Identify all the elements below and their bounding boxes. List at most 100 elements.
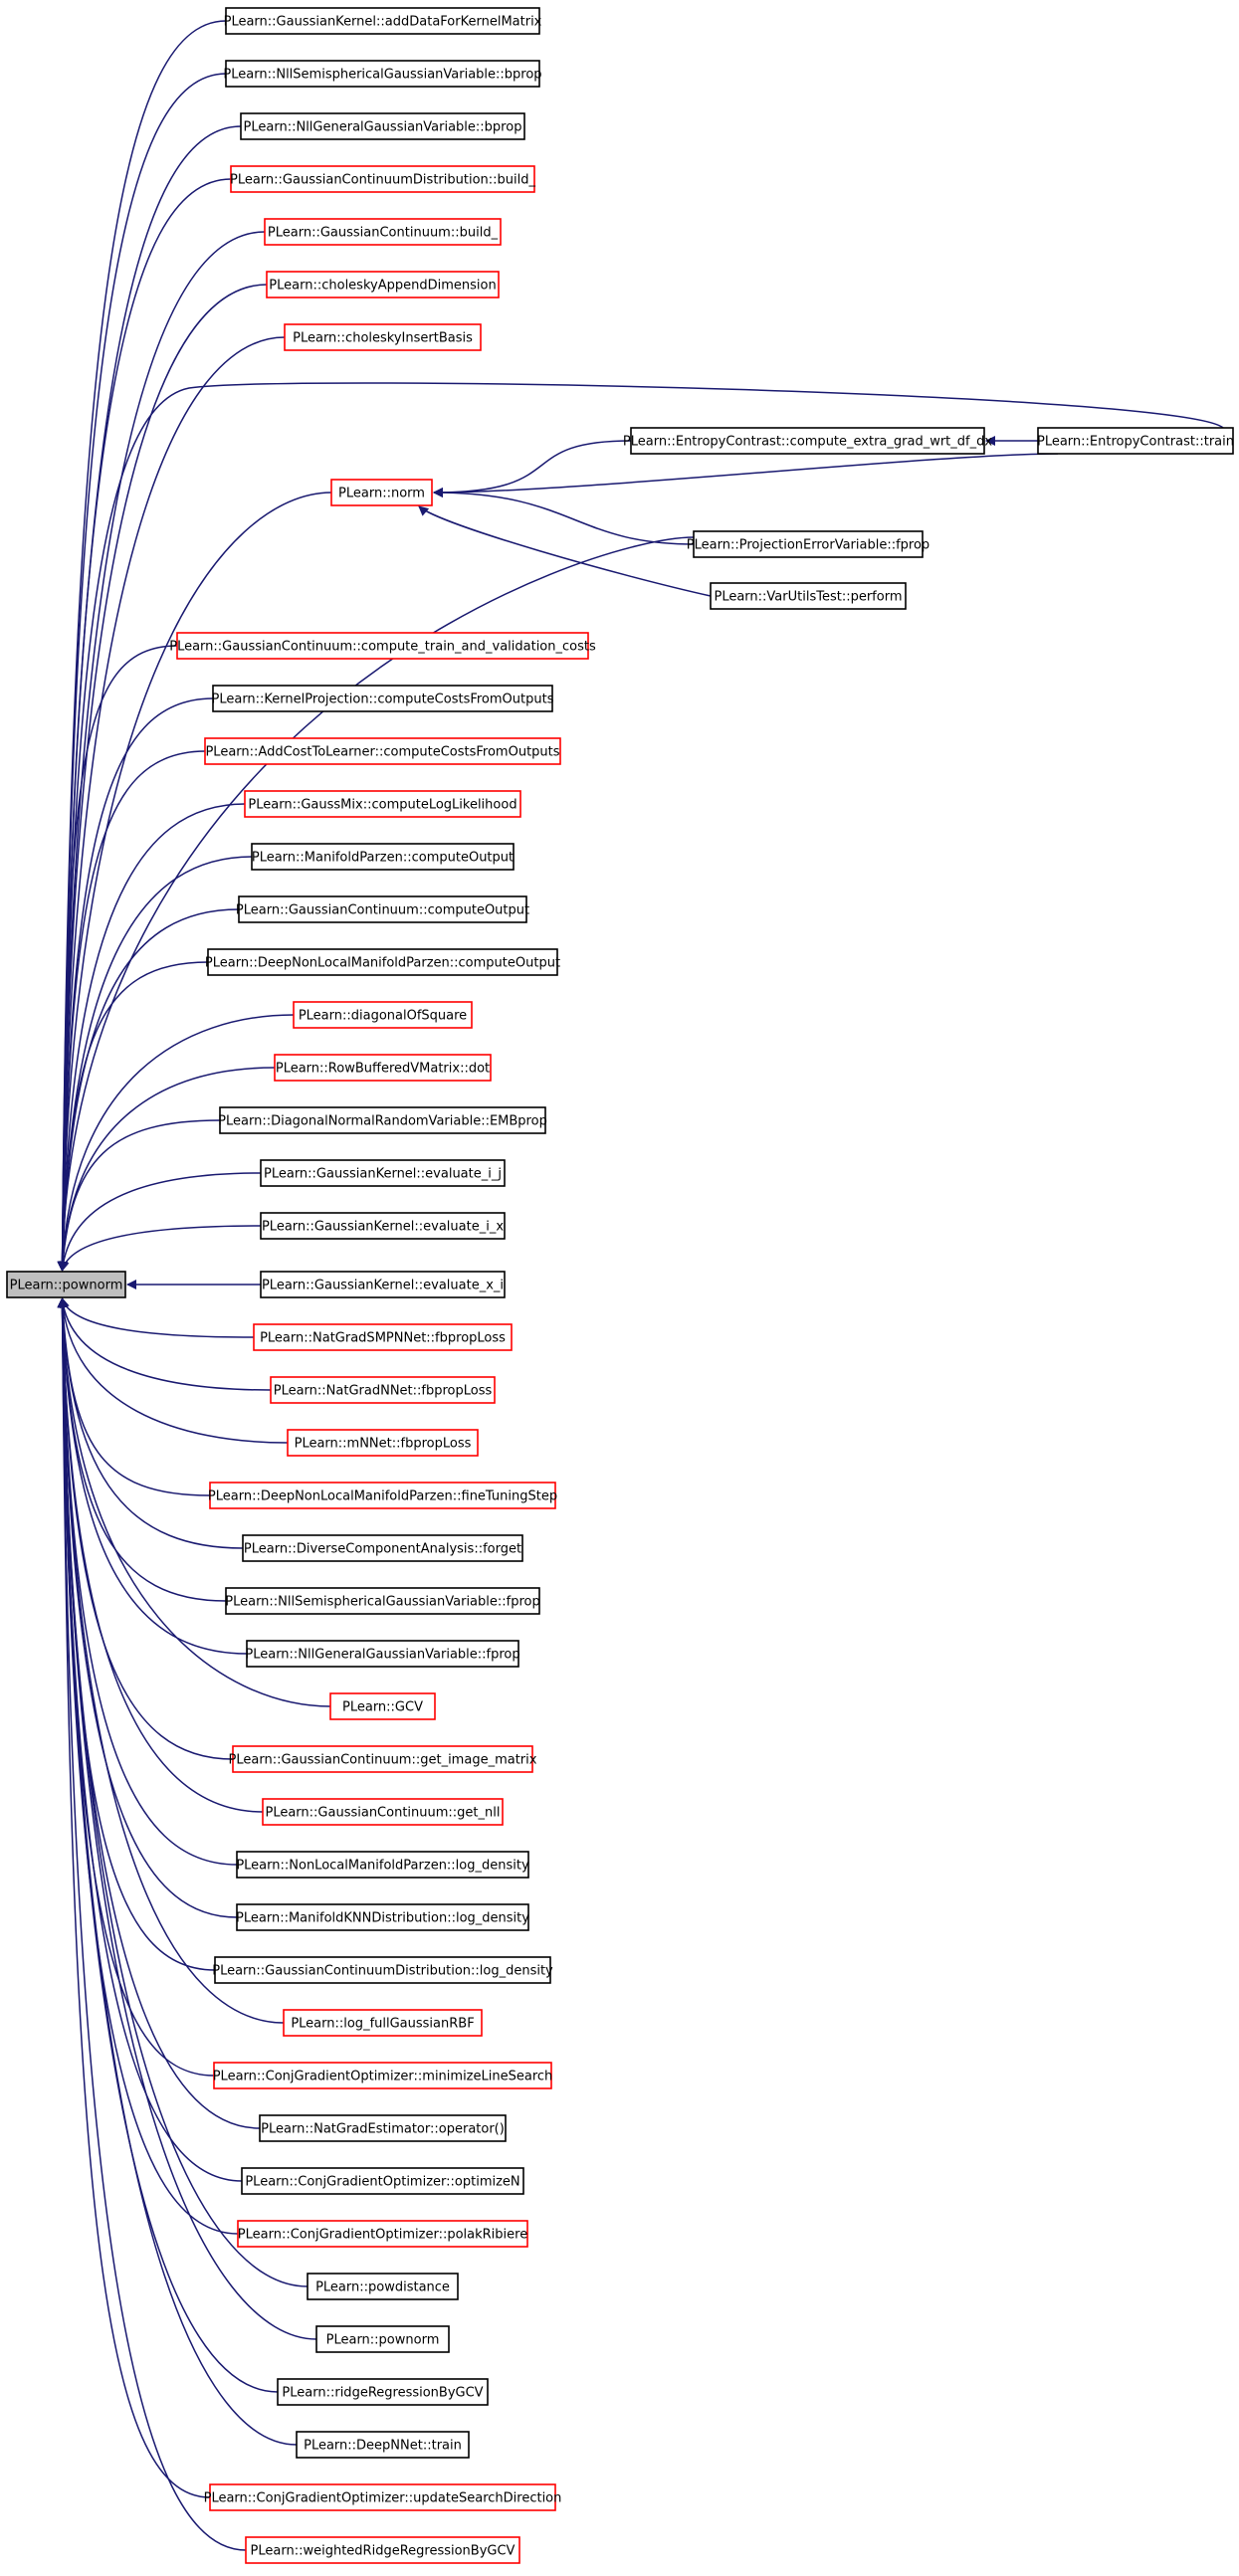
node-plearn-gaussiancontinuumdistribution-log-density[interactable]: PLearn::GaussianContinuumDistribution::l… [212,1956,553,1984]
node-box [251,843,515,871]
node-box [232,1745,533,1773]
node-box [284,323,482,351]
edge-n27-to-root [57,1297,248,1655]
node-plearn-gaussiancontinuum-get-image-matrix[interactable]: PLearn::GaussianContinuum::get_image_mat… [229,1745,537,1773]
node-label: PLearn::DeepNonLocalManifoldParzen::fine… [208,1489,557,1504]
node-plearn-diversecomponentanalysis-forget[interactable]: PLearn::DiverseComponentAnalysis::forget [242,1534,523,1562]
node-plearn-entropycontrast-train[interactable]: PLearn::EntropyContrast::train [1037,427,1234,455]
edge-layer [57,20,1224,2551]
node-plearn-entropycontrast-compute-extra-grad-wrt-df-dx[interactable]: PLearn::EntropyContrast::compute_extra_g… [623,427,992,455]
node-plearn-kernelprojection-computecostsfromoutputs[interactable]: PLearn::KernelProjection::computeCostsFr… [212,685,554,712]
node-box [213,2062,552,2089]
node-box [270,1376,496,1404]
node-plearn-nonlocalmanifoldparzen-log-density[interactable]: PLearn::NonLocalManifoldParzen::log_dens… [236,1851,529,1879]
node-plearn-log-fullgaussianrbf[interactable]: PLearn::log_fullGaussianRBF [283,2009,483,2037]
node-box [260,1212,506,1240]
node-label: PLearn::GaussianContinuum::computeOutput [236,903,529,918]
edge-n5-to-root [57,231,266,1272]
node-label: PLearn::DiverseComponentAnalysis::forget [244,1542,521,1557]
node-plearn-norm[interactable]: PLearn::norm [330,479,433,506]
node-plearn-projectionerrorvariable-fprop[interactable]: PLearn::ProjectionErrorVariable::fprop [687,530,929,558]
node-box [283,2009,483,2037]
edge-n22-to-root [58,1297,272,1391]
node-label: PLearn::RowBufferedVMatrix::dot [276,1062,490,1077]
node-box [253,1323,513,1351]
node-plearn-natgradestimator-operator[interactable]: PLearn::NatGradEstimator::operator() [259,2114,507,2142]
node-label: PLearn::norm [338,487,425,501]
node-plearn-weightedridgeregressionbygcv[interactable]: PLearn::weightedRidgeRegressionByGCV [245,2536,520,2564]
node-plearn-nllsemisphericalgaussianvariable-bprop[interactable]: PLearn::NllSemisphericalGaussianVariable… [223,60,542,88]
node-label: PLearn::DiagonalNormalRandomVariable::EM… [218,1114,547,1129]
node-plearn-ridgeregressionbygcv[interactable]: PLearn::ridgeRegressionByGCV [277,2378,489,2406]
edge-n35-to-root [57,1297,215,2077]
node-plearn-manifoldparzen-computeoutput[interactable]: PLearn::ManifoldParzen::computeOutput [251,843,515,871]
node-plearn-gaussiankernel-evaluate-i-x[interactable]: PLearn::GaussianKernel::evaluate_i_x [260,1212,506,1240]
node-plearn-natgradnnet-fbproploss[interactable]: PLearn::NatGradNNet::fbpropLoss [270,1376,496,1404]
node-label: PLearn::GaussianKernel::addDataForKernel… [224,15,542,30]
node-plearn-gaussiankernel-adddataforkernelmatrix[interactable]: PLearn::GaussianKernel::addDataForKernel… [224,7,542,35]
node-plearn-conjgradientoptimizer-polakribiere[interactable]: PLearn::ConjGradientOptimizer::polakRibi… [237,2220,528,2248]
node-box [237,2220,528,2248]
node-label: PLearn::choleskyAppendDimension [269,279,496,294]
node-plearn-gaussiancontinuumdistribution-build[interactable]: PLearn::GaussianContinuumDistribution::b… [230,165,536,193]
node-plearn-gaussiancontinuum-compute-train-and-validation-costs[interactable]: PLearn::GaussianContinuum::compute_train… [169,632,596,660]
node-label: PLearn::ConjGradientOptimizer::updateSea… [204,2491,562,2506]
node-label: PLearn::NatGradEstimator::operator() [261,2122,505,2137]
edge-n11-to-root [57,803,246,1272]
node-label: PLearn::weightedRidgeRegressionByGCV [251,2544,516,2559]
node-plearn-diagonalnormalrandomvariable-embprop[interactable]: PLearn::DiagonalNormalRandomVariable::EM… [218,1106,547,1134]
node-label: PLearn::KernelProjection::computeCostsFr… [212,693,554,707]
node-plearn-addcosttolearner-computecostsfromoutputs[interactable]: PLearn::AddCostToLearner::computeCostsFr… [204,737,561,765]
node-plearn-gaussiancontinuum-computeoutput[interactable]: PLearn::GaussianContinuum::computeOutput [236,895,529,923]
node-box [204,737,561,765]
node-plearn-gaussiankernel-evaluate-x-i[interactable]: PLearn::GaussianKernel::evaluate_x_i [260,1271,506,1298]
node-label: PLearn::pownorm [10,1279,123,1293]
node-box [209,1482,556,1509]
node-plearn-deepnonlocalmanifoldparzen-computeoutput[interactable]: PLearn::DeepNonLocalManifoldParzen::comp… [205,948,560,976]
edge-pe-to-nm [433,488,695,545]
node-plearn-rowbufferedvmatrix-dot[interactable]: PLearn::RowBufferedVMatrix::dot [274,1054,492,1082]
node-box [630,427,985,455]
node-label: PLearn::NatGradNNet::fbpropLoss [274,1384,493,1399]
node-plearn-manifoldknndistribution-log-density[interactable]: PLearn::ManifoldKNNDistribution::log_den… [236,1903,529,1931]
node-box [245,2536,520,2564]
node-plearn-varutilstest-perform[interactable]: PLearn::VarUtilsTest::perform [710,582,907,610]
node-plearn-gaussiancontinuum-build[interactable]: PLearn::GaussianContinuum::build_ [264,218,502,246]
node-plearn-pownorm[interactable]: PLearn::pownorm [315,2325,450,2353]
edge-n25-to-root [57,1297,244,1549]
node-plearn-choleskyappenddimension[interactable]: PLearn::choleskyAppendDimension [266,271,500,298]
node-box [260,1159,506,1187]
node-box [260,1271,506,1298]
node-plearn-deepnnet-train[interactable]: PLearn::DeepNNet::train [296,2431,470,2459]
node-box [710,582,907,610]
node-plearn-gaussiankernel-evaluate-i-j[interactable]: PLearn::GaussianKernel::evaluate_i_j [260,1159,506,1187]
edge-ec-to-nm [433,440,632,497]
node-plearn-deepnonlocalmanifoldparzen-finetuningstep[interactable]: PLearn::DeepNonLocalManifoldParzen::fine… [208,1482,557,1509]
node-plearn-gaussiancontinuum-get-nll[interactable]: PLearn::GaussianContinuum::get_nll [262,1798,504,1826]
node-label: PLearn::GaussianContinuum::build_ [268,226,499,241]
node-box [266,271,500,298]
edge-n44-to-root [57,1297,247,2551]
node-plearn-choleskyinsertbasis[interactable]: PLearn::choleskyInsertBasis [284,323,482,351]
node-label: PLearn::AddCostToLearner::computeCostsFr… [205,745,559,760]
node-plearn-diagonalofsquare[interactable]: PLearn::diagonalOfSquare [293,1001,473,1029]
node-box [329,1692,436,1720]
node-plearn-nllsemisphericalgaussianvariable-fprop[interactable]: PLearn::NllSemisphericalGaussianVariable… [225,1587,540,1615]
node-plearn-nllgeneralgaussianvariable-fprop[interactable]: PLearn::NllGeneralGaussianVariable::fpro… [245,1640,520,1668]
node-box [315,2325,450,2353]
node-box [209,2483,556,2511]
node-plearn-conjgradientoptimizer-minimizelinesearch[interactable]: PLearn::ConjGradientOptimizer::minimizeL… [213,2062,553,2089]
node-plearn-conjgradientoptimizer-updatesearchdirection[interactable]: PLearn::ConjGradientOptimizer::updateSea… [204,2483,562,2511]
node-plearn-powdistance[interactable]: PLearn::powdistance [307,2273,459,2300]
root-node-pownorm: PLearn::pownorm [6,1271,126,1298]
node-plearn-gcv[interactable]: PLearn::GCV [329,1692,436,1720]
node-plearn-mnnet-fbproploss[interactable]: PLearn::mNNet::fbpropLoss [287,1429,479,1457]
node-plearn-conjgradientoptimizer-optimizen[interactable]: PLearn::ConjGradientOptimizer::optimizeN [241,2167,524,2195]
node-box [230,165,535,193]
node-label: PLearn::GaussianContinuum::compute_train… [169,640,596,655]
node-plearn-nllgeneralgaussianvariable-bprop[interactable]: PLearn::NllGeneralGaussianVariable::bpro… [240,112,525,140]
node-plearn-natgradsmpnnet-fbproploss[interactable]: PLearn::NatGradSMPNNet::fbpropLoss [253,1323,513,1351]
node-box [225,1587,540,1615]
node-plearn-gaussmix-computeloglikelihood[interactable]: PLearn::GaussMix::computeLogLikelihood [244,790,521,818]
